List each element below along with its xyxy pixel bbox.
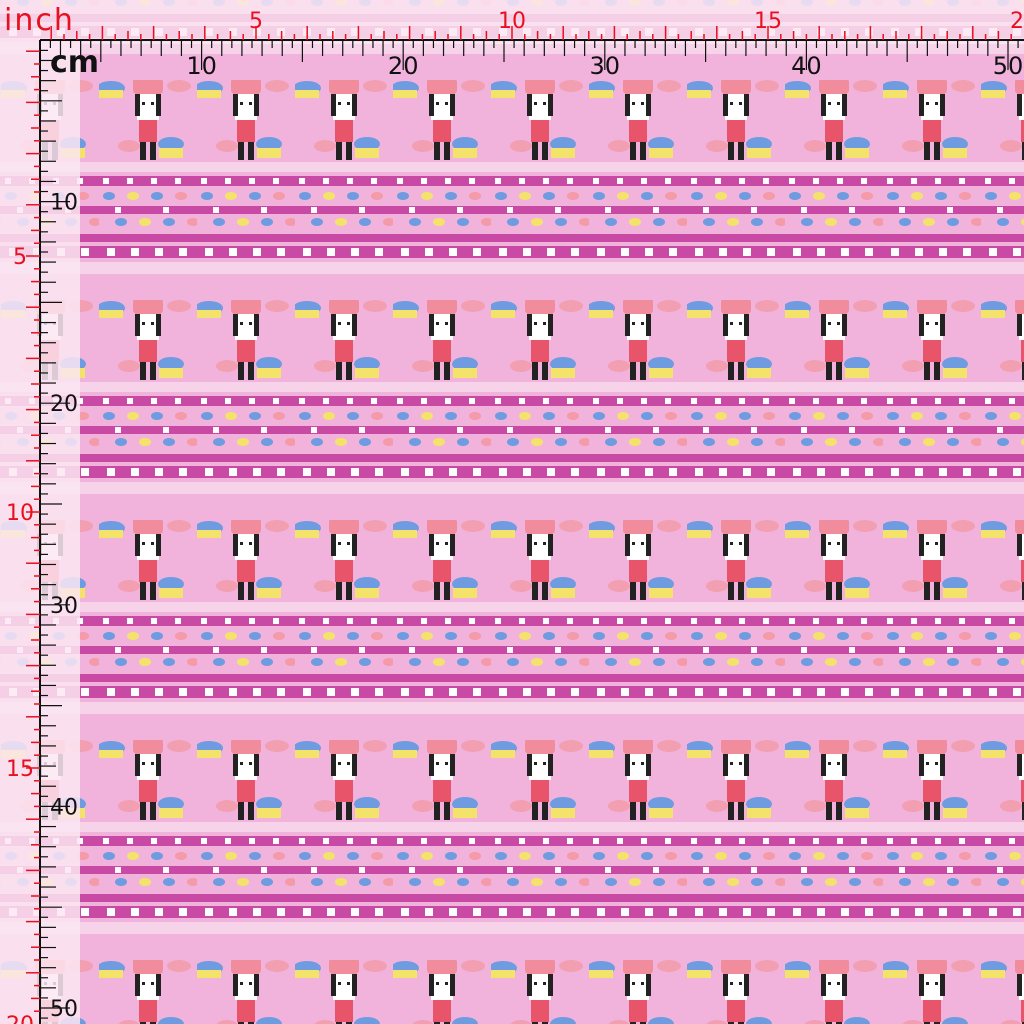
left-inch-label: 15 <box>6 757 34 782</box>
left-cm-label: 20 <box>50 392 78 417</box>
top-cm-label: 40 <box>791 52 822 80</box>
top-cm-label: 50 <box>993 52 1024 80</box>
top-inch-label: 15 <box>754 9 782 34</box>
left-inch-label: 10 <box>6 501 34 526</box>
top-inch-label: 20 <box>1010 9 1024 34</box>
top-inch-label: 5 <box>249 9 263 34</box>
top-cm-label: 30 <box>590 52 621 80</box>
left-cm-label: 50 <box>50 997 78 1022</box>
left-inch-label: 5 <box>13 245 27 270</box>
left-cm-label: 40 <box>50 795 78 820</box>
left-inch-label: 20 <box>6 1013 34 1024</box>
ruler-ticks <box>26 26 1019 1019</box>
left-cm-label: 30 <box>50 594 78 619</box>
inch-unit: inch <box>4 3 75 38</box>
left-cm-label: 10 <box>50 191 78 216</box>
top-cm-label: 20 <box>388 52 419 80</box>
cm-unit: cm <box>50 45 99 80</box>
top-inch-label: 10 <box>498 9 526 34</box>
top-cm-label: 10 <box>186 52 217 80</box>
